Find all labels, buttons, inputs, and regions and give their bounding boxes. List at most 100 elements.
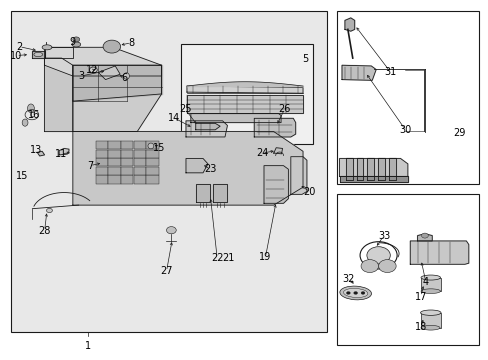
- Ellipse shape: [421, 325, 439, 330]
- Ellipse shape: [27, 104, 34, 113]
- Polygon shape: [290, 157, 306, 194]
- Text: 25: 25: [179, 104, 191, 114]
- Ellipse shape: [420, 289, 440, 293]
- Polygon shape: [73, 132, 303, 205]
- Text: 10: 10: [10, 50, 22, 60]
- Ellipse shape: [339, 286, 371, 300]
- Polygon shape: [186, 86, 303, 93]
- Polygon shape: [190, 114, 281, 123]
- Polygon shape: [264, 166, 288, 203]
- Bar: [146, 149, 158, 158]
- Polygon shape: [195, 123, 220, 130]
- Circle shape: [166, 226, 176, 234]
- Bar: [11, 12, 327, 332]
- Circle shape: [46, 208, 52, 213]
- Text: 26: 26: [278, 104, 290, 114]
- Text: 6: 6: [121, 73, 127, 83]
- Text: 21: 21: [222, 253, 235, 263]
- Text: 4: 4: [422, 277, 428, 287]
- Text: 13: 13: [30, 145, 42, 155]
- Bar: [108, 175, 121, 184]
- Bar: [336, 12, 478, 184]
- Ellipse shape: [72, 42, 81, 47]
- Text: 14: 14: [168, 113, 180, 123]
- Ellipse shape: [123, 73, 129, 79]
- Bar: [96, 175, 108, 184]
- Polygon shape: [98, 66, 120, 80]
- Bar: [121, 175, 133, 184]
- Ellipse shape: [420, 275, 440, 280]
- Circle shape: [360, 260, 378, 273]
- Bar: [108, 158, 121, 166]
- Text: 20: 20: [303, 187, 315, 197]
- Polygon shape: [212, 184, 227, 202]
- Polygon shape: [273, 148, 282, 154]
- Text: 27: 27: [160, 266, 172, 276]
- Bar: [108, 149, 121, 158]
- Polygon shape: [356, 158, 363, 180]
- Bar: [134, 167, 146, 175]
- Text: 15: 15: [16, 171, 28, 181]
- Polygon shape: [185, 121, 227, 137]
- Text: 23: 23: [204, 164, 216, 174]
- Polygon shape: [339, 158, 407, 176]
- Polygon shape: [186, 95, 303, 113]
- Text: 7: 7: [87, 161, 93, 171]
- Bar: [146, 158, 158, 166]
- Bar: [108, 141, 121, 149]
- Bar: [420, 313, 440, 328]
- Circle shape: [378, 260, 395, 273]
- Bar: [108, 167, 121, 175]
- Ellipse shape: [420, 310, 440, 315]
- Polygon shape: [409, 241, 468, 264]
- Bar: [134, 158, 146, 166]
- Text: 3: 3: [78, 71, 84, 81]
- Bar: [96, 167, 108, 175]
- Text: 16: 16: [28, 110, 40, 120]
- Text: 29: 29: [452, 129, 464, 138]
- Polygon shape: [185, 158, 207, 173]
- Text: 17: 17: [414, 292, 427, 302]
- Polygon shape: [195, 184, 210, 202]
- Polygon shape: [377, 158, 384, 180]
- Polygon shape: [44, 47, 73, 58]
- Polygon shape: [73, 65, 161, 101]
- Polygon shape: [366, 158, 373, 180]
- Polygon shape: [59, 148, 69, 155]
- Bar: [146, 167, 158, 175]
- Text: 28: 28: [39, 226, 51, 236]
- Bar: [134, 149, 146, 158]
- Circle shape: [73, 37, 80, 42]
- Text: 15: 15: [153, 143, 165, 153]
- Text: 5: 5: [301, 54, 307, 64]
- Bar: [96, 158, 108, 166]
- Polygon shape: [44, 47, 161, 76]
- Circle shape: [421, 233, 427, 238]
- Polygon shape: [388, 158, 395, 180]
- Polygon shape: [73, 65, 161, 132]
- Bar: [420, 278, 440, 291]
- Polygon shape: [32, 51, 44, 58]
- Text: 18: 18: [414, 322, 426, 332]
- Circle shape: [366, 247, 389, 264]
- Text: 11: 11: [55, 149, 67, 159]
- Bar: [134, 141, 146, 149]
- Polygon shape: [37, 151, 44, 156]
- Text: 8: 8: [128, 38, 134, 48]
- Text: 33: 33: [377, 231, 389, 240]
- Bar: [121, 149, 133, 158]
- Circle shape: [353, 292, 357, 294]
- Circle shape: [360, 292, 364, 294]
- Bar: [146, 141, 158, 149]
- Polygon shape: [339, 176, 407, 182]
- Ellipse shape: [343, 288, 367, 297]
- Bar: [121, 158, 133, 166]
- Polygon shape: [341, 65, 375, 80]
- Text: 1: 1: [85, 341, 91, 351]
- Ellipse shape: [34, 52, 42, 57]
- Polygon shape: [254, 118, 295, 137]
- Polygon shape: [417, 234, 431, 241]
- Bar: [121, 141, 133, 149]
- Ellipse shape: [22, 119, 28, 126]
- Polygon shape: [344, 18, 354, 31]
